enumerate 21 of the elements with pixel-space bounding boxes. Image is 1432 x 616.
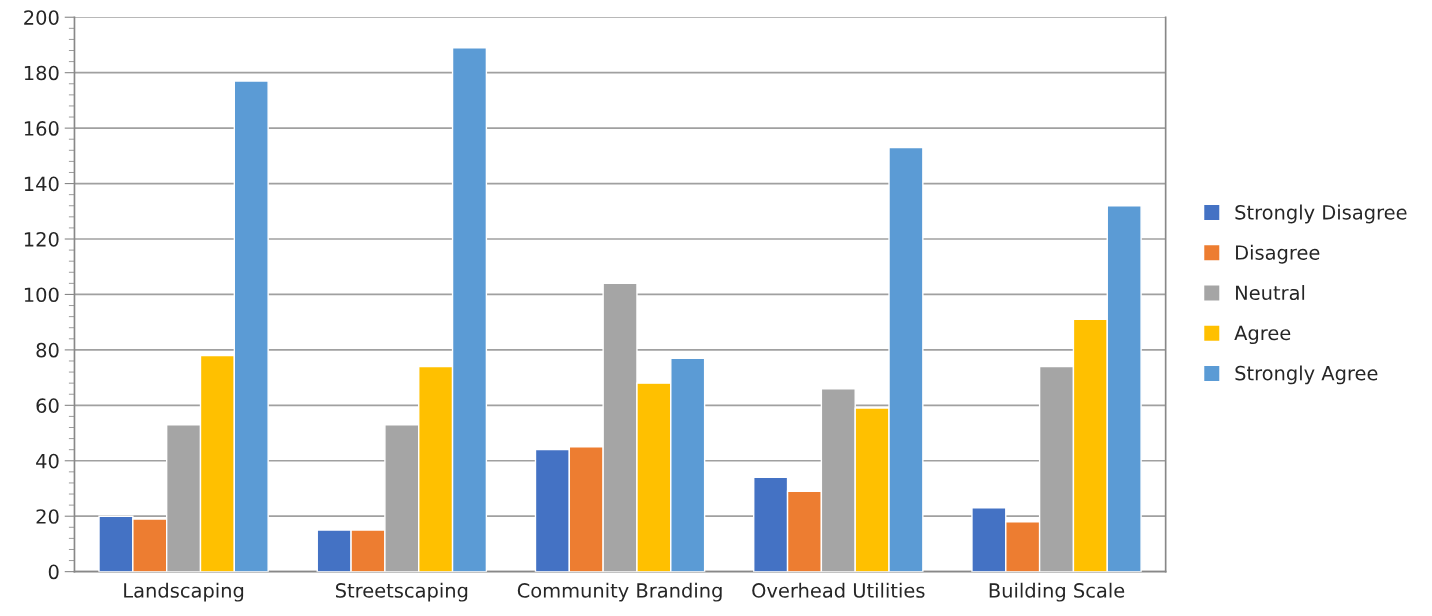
y-tick-label: 120 xyxy=(24,231,59,247)
y-tick-label: 20 xyxy=(36,509,59,524)
y-tick-label: 180 xyxy=(24,65,59,81)
y-tick-label: 80 xyxy=(36,342,59,358)
y-tick-label: 160 xyxy=(24,121,59,136)
y-tick-label: 60 xyxy=(36,398,59,413)
y-tick-label: 0 xyxy=(48,564,59,580)
x-tick-label: Streetscaping xyxy=(335,582,468,602)
legend-label: Agree xyxy=(1234,325,1291,345)
legend-label: Strongly Agree xyxy=(1235,365,1378,385)
x-tick-label: Building Scale xyxy=(989,582,1125,602)
legend-label: Strongly Disagree xyxy=(1235,204,1407,224)
y-tick-label: 200 xyxy=(24,10,59,25)
y-tick-label: 100 xyxy=(24,287,59,303)
y-tick-label: 40 xyxy=(36,453,59,469)
x-tick-label: Overhead Utilities xyxy=(752,582,925,598)
y-tick-label: 140 xyxy=(24,176,59,192)
legend-label: Neutral xyxy=(1236,285,1305,301)
x-tick-label: Community Branding xyxy=(517,582,722,602)
x-tick-label: Landscaping xyxy=(124,582,244,602)
legend-label: Disagree xyxy=(1236,244,1320,264)
